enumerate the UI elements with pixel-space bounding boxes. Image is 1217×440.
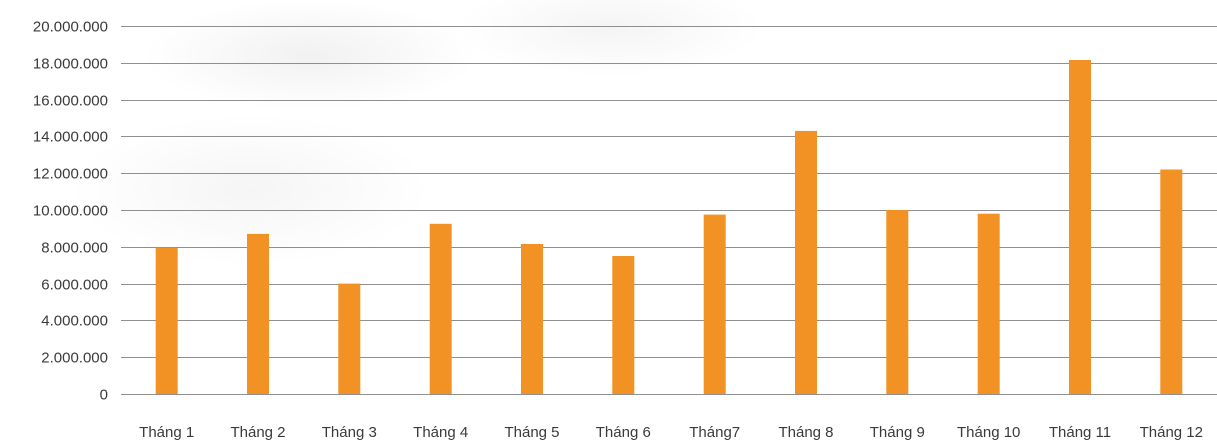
y-axis-tick-label: 20.000.000 bbox=[33, 19, 108, 36]
bar bbox=[247, 233, 269, 394]
x-axis-tick-label: Tháng 12 bbox=[1140, 424, 1203, 440]
x-axis-tick-labels: Tháng 1 Tháng 2 Tháng 3 Tháng 4 Tháng 5 Tháng… bbox=[139, 424, 1203, 440]
y-axis-tick-label: 18.000.000 bbox=[33, 56, 108, 73]
bar bbox=[977, 213, 1000, 394]
bar bbox=[429, 223, 452, 394]
bar bbox=[155, 247, 178, 394]
y-axis-tick-label: 14.000.000 bbox=[33, 129, 108, 146]
y-axis-tick-label: 8.000.000 bbox=[41, 240, 108, 257]
y-axis-tick-label: 2.000.000 bbox=[41, 350, 108, 367]
bar bbox=[886, 210, 909, 394]
x-axis-tick-label: Tháng 3 bbox=[322, 424, 377, 440]
x-axis-tick-label: Tháng 8 bbox=[778, 424, 833, 440]
y-axis-tick-labels: 0 2.000.000 4.000.000 6.000.000 8.000.000 10.… bbox=[33, 19, 108, 404]
y-axis-tick-label: 12.000.000 bbox=[33, 166, 108, 183]
y-axis-tick-label: 6.000.000 bbox=[41, 277, 108, 294]
bar bbox=[1069, 60, 1091, 394]
y-axis-tick-label: 4.000.000 bbox=[41, 313, 108, 330]
y-axis-tick-label: 10.000.000 bbox=[33, 203, 108, 220]
bar bbox=[338, 283, 361, 394]
x-axis-tick-label: Tháng 10 bbox=[957, 424, 1020, 440]
x-axis-tick-label: Tháng 2 bbox=[230, 424, 285, 440]
x-axis-tick-label: Tháng 6 bbox=[596, 424, 651, 440]
x-axis-tick-label: Tháng 4 bbox=[413, 424, 468, 440]
bars bbox=[155, 60, 1183, 394]
x-axis-tick-label: Tháng 9 bbox=[870, 424, 925, 440]
bar bbox=[703, 214, 726, 394]
gridlines bbox=[121, 26, 1217, 395]
x-axis-tick-label: Tháng 11 bbox=[1049, 424, 1111, 440]
bar bbox=[521, 244, 543, 394]
x-axis-tick-label: Tháng7 bbox=[689, 424, 740, 440]
y-axis-tick-label: 0 bbox=[100, 387, 108, 404]
bar bbox=[1160, 169, 1183, 394]
x-axis-tick-label: Tháng 5 bbox=[504, 424, 559, 440]
bar bbox=[795, 130, 817, 394]
bar bbox=[612, 256, 635, 394]
x-axis-tick-label: Tháng 1 bbox=[139, 424, 194, 440]
y-axis-tick-label: 16.000.000 bbox=[33, 93, 108, 110]
